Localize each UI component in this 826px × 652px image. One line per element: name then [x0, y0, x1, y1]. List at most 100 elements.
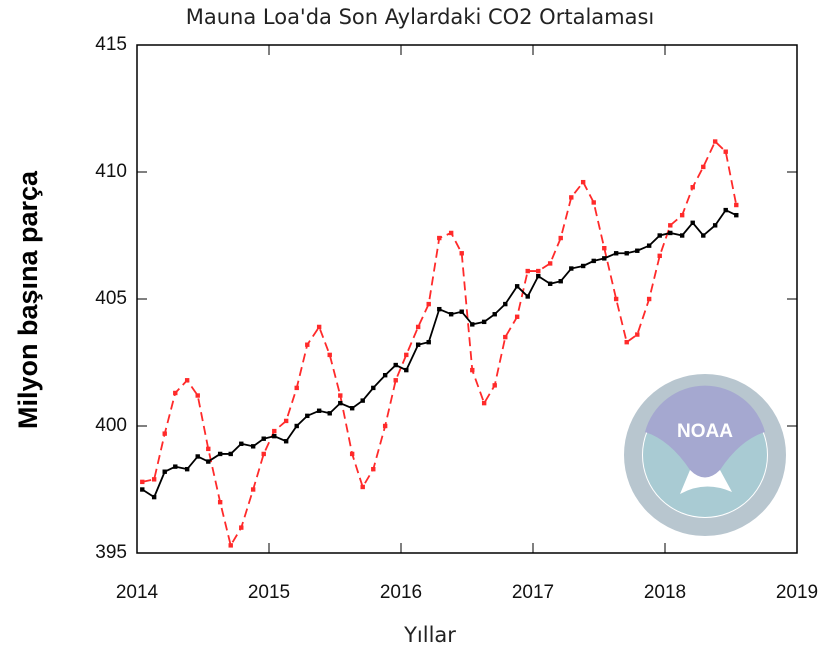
data-point	[525, 268, 530, 274]
data-point	[151, 494, 157, 500]
data-point	[261, 436, 266, 441]
data-point	[173, 464, 178, 469]
data-point	[613, 251, 619, 256]
y-tick-label: 400	[95, 415, 127, 436]
data-point	[514, 284, 520, 289]
data-point	[734, 202, 739, 208]
data-point	[217, 500, 223, 505]
logo-ring	[624, 374, 786, 536]
data-point	[525, 294, 530, 299]
data-point	[624, 251, 629, 256]
data-point	[272, 433, 277, 439]
data-point	[294, 385, 299, 391]
data-point	[217, 451, 223, 457]
data-point	[580, 179, 586, 185]
data-point	[602, 256, 607, 261]
data-point	[349, 451, 355, 457]
data-point	[305, 413, 310, 419]
data-point	[327, 411, 332, 416]
data-point	[481, 400, 487, 406]
data-point	[360, 484, 365, 490]
data-point	[679, 212, 685, 218]
data-point	[734, 212, 739, 218]
data-point	[481, 319, 487, 325]
data-point	[580, 263, 586, 269]
x-tick-label: 2016	[380, 582, 422, 603]
data-point	[503, 301, 508, 307]
data-point	[624, 339, 629, 345]
logo-bird	[680, 470, 732, 494]
data-point	[305, 342, 310, 347]
data-point	[184, 378, 190, 383]
data-point	[701, 164, 706, 170]
data-point	[723, 149, 728, 154]
data-point	[404, 367, 409, 373]
data-point	[382, 373, 388, 378]
data-point	[470, 322, 475, 327]
data-point	[173, 390, 178, 396]
data-point	[712, 139, 718, 144]
logo-text: NOAA	[677, 421, 733, 442]
x-tick-label: 2019	[776, 582, 818, 603]
data-point	[206, 446, 211, 452]
data-point	[415, 324, 421, 330]
data-point	[162, 431, 167, 436]
data-point	[712, 223, 718, 228]
data-point	[272, 428, 277, 434]
data-point	[679, 233, 685, 238]
data-point	[668, 230, 673, 236]
data-point	[690, 220, 695, 225]
data-point	[437, 306, 442, 312]
data-point	[426, 339, 431, 345]
data-point	[283, 439, 289, 444]
data-point	[657, 233, 662, 238]
data-point	[646, 243, 652, 248]
data-point	[316, 408, 322, 413]
data-point	[327, 352, 332, 358]
data-point	[569, 266, 574, 271]
x-tick-label: 2018	[644, 582, 686, 603]
logo-top	[645, 385, 765, 480]
data-point	[393, 378, 398, 383]
data-point	[437, 235, 442, 241]
data-point	[701, 233, 706, 238]
data-point	[360, 398, 365, 403]
data-point	[558, 235, 563, 241]
data-point	[470, 367, 475, 373]
data-point	[283, 418, 289, 424]
data-point	[184, 466, 190, 472]
data-point	[338, 400, 343, 406]
data-point	[514, 314, 520, 319]
data-point	[415, 342, 421, 347]
data-point	[349, 406, 355, 411]
data-point	[558, 279, 563, 284]
x-tick-label: 2014	[116, 582, 159, 603]
data-point	[261, 451, 266, 457]
y-tick-label: 395	[95, 542, 127, 563]
data-point	[723, 207, 728, 213]
data-point	[492, 312, 497, 317]
data-point	[316, 324, 322, 330]
data-point	[239, 525, 244, 530]
data-point	[239, 441, 244, 446]
data-point	[657, 253, 662, 259]
data-point	[591, 258, 596, 264]
data-point	[294, 423, 299, 429]
x-axis-label: Yıllar	[403, 623, 456, 647]
y-tick-label: 415	[95, 34, 127, 55]
data-point	[547, 281, 553, 286]
data-point	[140, 479, 145, 485]
data-point	[459, 309, 464, 314]
chart-title: Mauna Loa'da Son Aylardaki CO2 Ortalamas…	[186, 5, 655, 29]
data-point	[646, 296, 652, 302]
data-point	[338, 393, 343, 398]
data-point	[613, 296, 619, 302]
data-point	[503, 334, 508, 340]
data-point	[206, 459, 211, 464]
data-point	[635, 332, 640, 337]
data-point	[426, 301, 431, 307]
data-point	[635, 248, 640, 253]
data-point	[536, 268, 541, 274]
data-point	[140, 487, 145, 492]
